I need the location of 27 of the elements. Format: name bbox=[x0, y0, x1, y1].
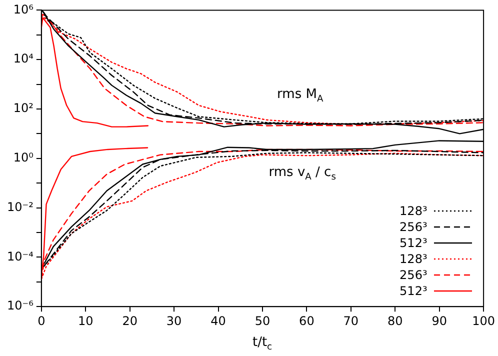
legend-label: 512³ bbox=[400, 236, 428, 250]
annotation: rms v$_{A}$ / c$_{s}$ bbox=[268, 165, 336, 183]
y-tick-label: 10² bbox=[13, 101, 34, 116]
legend-label: 128³ bbox=[400, 204, 428, 218]
x-tick-label: 0 bbox=[38, 314, 46, 328]
y-tick-label: 10⁻⁶ bbox=[6, 298, 34, 313]
y-tick-label: 10⁻² bbox=[6, 200, 34, 214]
y-tick-label: 10⁶ bbox=[13, 2, 34, 16]
legend-label: 512³ bbox=[400, 284, 428, 298]
x-tick-label: 100 bbox=[472, 314, 495, 328]
legend-label: 256³ bbox=[400, 268, 428, 282]
x-tick-label: 40 bbox=[210, 314, 226, 328]
x-axis-title: t/t$_{c}$ bbox=[252, 335, 272, 353]
x-tick-label: 70 bbox=[343, 314, 359, 328]
annotation: rms M$_{A}$ bbox=[277, 86, 324, 104]
y-tick-label: 10⁴ bbox=[13, 52, 34, 66]
y-tick-label: 10⁰ bbox=[13, 150, 34, 165]
x-tick-label: 10 bbox=[78, 314, 94, 328]
x-tick-label: 60 bbox=[299, 314, 314, 328]
x-tick-label: 20 bbox=[122, 314, 138, 328]
x-tick-label: 30 bbox=[166, 314, 182, 328]
x-tick-label: 80 bbox=[387, 314, 403, 328]
x-tick-label: 90 bbox=[432, 314, 447, 328]
x-tick-label: 50 bbox=[254, 314, 270, 328]
y-tick-label: 10⁻⁴ bbox=[6, 249, 34, 264]
legend-label: 128³ bbox=[400, 252, 428, 266]
legend-label: 256³ bbox=[400, 220, 428, 234]
